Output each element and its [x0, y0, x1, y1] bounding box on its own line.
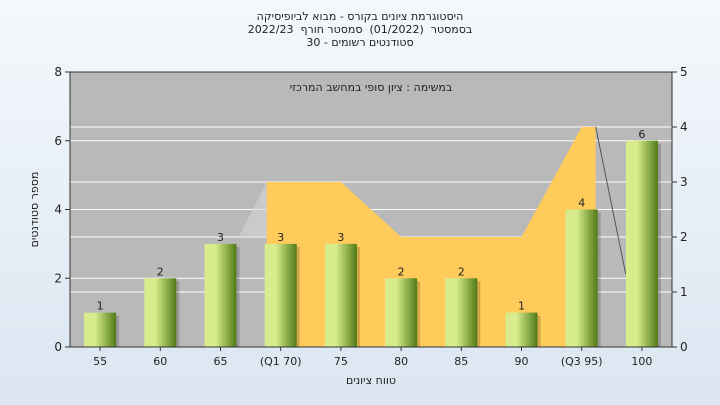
bar-value-label: 3	[277, 231, 284, 244]
bar	[264, 243, 297, 347]
bar	[204, 243, 237, 347]
x-tick-label: 80	[394, 355, 408, 368]
data-labels-group: 1 2 3 3 3 2 2 1 4 6	[97, 128, 646, 313]
bar-value-label: 1	[97, 300, 104, 313]
bar	[84, 312, 117, 347]
y-tick-label: 6	[54, 134, 62, 148]
y-tick-label: 8	[54, 65, 62, 79]
bars-group	[84, 140, 661, 347]
bar	[505, 312, 538, 347]
x-tick-label: 60	[153, 355, 167, 368]
bar-value-label: 3	[337, 231, 344, 244]
chart-title-block: היסטוגרמת ציונים בקורס - מבוא לביופיסיקה…	[0, 10, 720, 49]
x-tick-label: 75	[334, 355, 348, 368]
bar	[324, 243, 357, 347]
chart-title-line-3: סטודנטים רשומים - 30	[306, 36, 414, 49]
bar-value-label: 1	[518, 300, 525, 313]
y-tick-label: 2	[54, 271, 62, 285]
quartile-band-wedge-left	[238, 182, 267, 237]
x-tick-label: 90	[515, 355, 529, 368]
y2-tick-label: 4	[680, 120, 688, 134]
y2-tick-label: 2	[680, 230, 688, 244]
bar	[625, 140, 658, 347]
x-tick-label: 100	[631, 355, 652, 368]
bar-value-label: 2	[398, 265, 405, 278]
y2-tick-label: 3	[680, 175, 688, 189]
y-tick-label: 4	[54, 203, 62, 217]
bar-value-label: 2	[157, 265, 164, 278]
x-tick-label: 85	[454, 355, 468, 368]
bar	[445, 278, 478, 347]
x-tick-label: 55	[93, 355, 107, 368]
bar-value-label: 3	[217, 231, 224, 244]
bar	[385, 278, 418, 347]
quartile-band-edge-line	[595, 126, 627, 275]
bar-value-label: 6	[638, 128, 645, 141]
chart-title-line-1: היסטוגרמת ציונים בקורס - מבוא לביופיסיקה	[256, 10, 464, 23]
y2-tick-label: 5	[680, 65, 688, 79]
bar	[144, 278, 177, 347]
x-tick-label: (Q1 70)	[260, 355, 302, 368]
y-tick-label: 0	[54, 340, 62, 354]
bar-value-label: 4	[578, 197, 585, 210]
y2-tick-label: 1	[680, 285, 688, 299]
y-axis-label: מספר סטודנטים	[28, 172, 41, 248]
bar-value-label: 2	[458, 265, 465, 278]
y2-tick-label: 0	[680, 340, 688, 354]
chart-annotation: במשימה : ציון סופי במחשב המרכזי	[290, 81, 453, 94]
x-tick-label: (Q3 95)	[561, 355, 603, 368]
bar	[565, 209, 598, 347]
chart-title-line-2: בסמסטר (01/2022) סמסטר חורף 2022/23	[247, 23, 473, 36]
x-axis-label: טווח ציונים	[346, 374, 396, 387]
x-tick-label: 65	[214, 355, 228, 368]
